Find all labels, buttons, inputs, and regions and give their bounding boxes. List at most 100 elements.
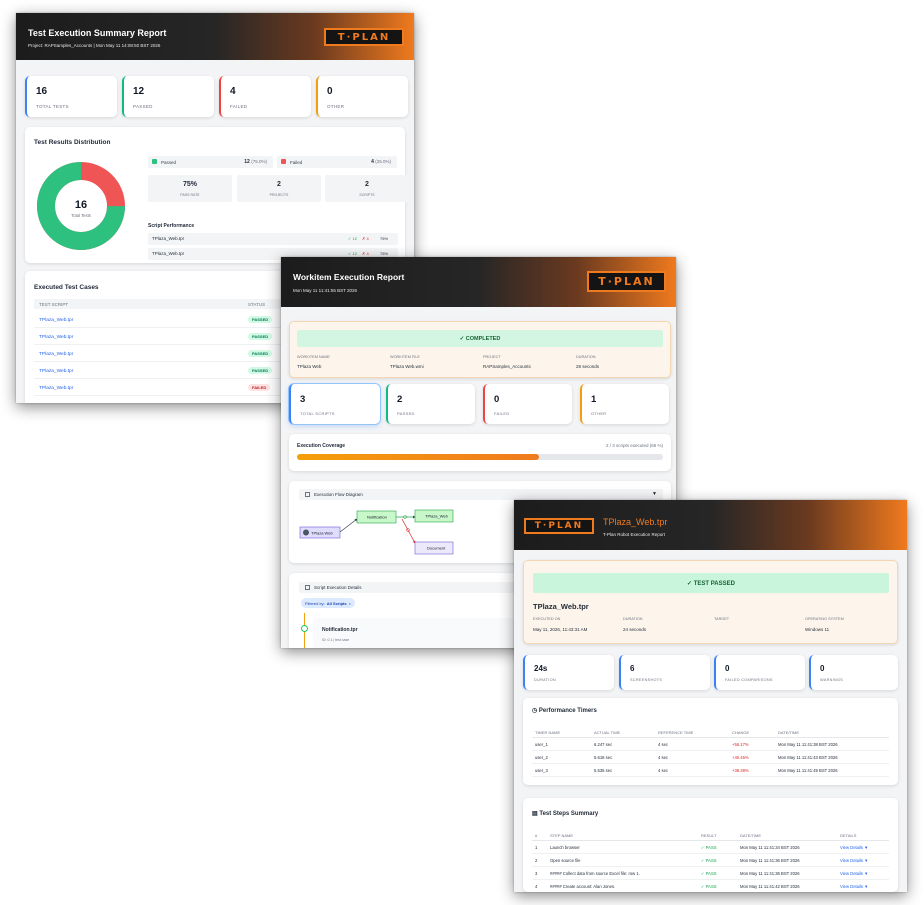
robot-report-window: T·PLAN TPlaza_Web.tpr T-Plan Robot Execu… <box>514 500 907 892</box>
filter-chip[interactable]: Filtered by: All Scripts × <box>301 598 355 608</box>
passed-count: 12 <box>244 159 250 165</box>
metric-value: 2 <box>365 181 369 188</box>
meta-label: DURATION <box>576 355 596 359</box>
view-details-link[interactable]: View Details ▼ <box>840 884 869 889</box>
script-details-header[interactable]: Script Execution Details <box>299 582 663 593</box>
test-script-link[interactable]: TPlaza_Web.tpr <box>39 369 74 374</box>
stat-card-warnings: 0 WARNINGS <box>809 655 898 690</box>
step-result: ✓ PASS <box>701 871 717 876</box>
steps-heading-text: Test Steps Summary <box>539 811 599 817</box>
flow-node-tplaza-web: TPlaza_Web <box>414 509 454 523</box>
test-case-row[interactable]: TPlaza_Web.tpr PASSED <box>34 312 414 328</box>
test-script-link[interactable]: TPlaza_Web.tpr <box>39 318 74 323</box>
test-script-link[interactable]: TPlaza_Web.tpr <box>39 335 74 340</box>
actual-time: 6.247 sec <box>594 742 613 747</box>
stat-value: 1 <box>591 394 597 405</box>
table-row: 3 ##### Collect data from source Excel fi… <box>532 867 889 880</box>
meta-label: EXECUTED ON <box>533 617 561 621</box>
stat-card-total-scripts: 3 TOTAL SCRIPTS <box>289 384 380 424</box>
meta-value: May 11, 2026, 11:43:31 AM <box>533 627 588 632</box>
stat-value: 12 <box>133 86 145 97</box>
step-result: ✓ PASS <box>701 845 717 850</box>
flow-node-doc-label: Document <box>427 546 446 551</box>
test-cases-header-row: TEST SCRIPT STATUS <box>34 299 414 309</box>
filter-value: All Scripts <box>326 600 347 606</box>
perf-pct: 75% <box>380 251 389 256</box>
column-header: # <box>535 833 538 838</box>
summary-report-window: Test Execution Summary Report Project: R… <box>16 13 414 403</box>
test-case-row[interactable]: TPlaza_Web.tpr PASSED <box>34 363 414 379</box>
distribution-heading: Test Results Distribution <box>34 139 111 146</box>
perf-fail-count: ✗ 4 <box>362 251 369 256</box>
passed-swatch <box>152 159 157 164</box>
table-row: user_1 6.247 sec 4 sec +56.17% Mon May 11 11… <box>532 738 889 751</box>
stat-card-passed: 12 PASSED <box>122 76 214 117</box>
failed-count: 4 <box>371 159 374 165</box>
close-icon[interactable]: × <box>348 600 351 606</box>
col-status: STATUS <box>248 302 266 307</box>
test-case-row[interactable]: TPlaza_Web.tpr FAILED <box>34 380 414 396</box>
stat-card-total-tests: 16 TOTAL TESTS <box>25 76 117 117</box>
tplan-logo: T·PLAN <box>524 518 594 534</box>
stat-label: TOTAL TESTS <box>36 104 69 109</box>
meta-label: WORKITEM FILE <box>390 355 420 359</box>
diagram-icon <box>305 492 310 497</box>
test-script-link[interactable]: TPlaza_Web.tpr <box>39 386 74 391</box>
col-test-script: TEST SCRIPT <box>39 302 69 307</box>
reference-time: 4 sec <box>658 742 669 747</box>
status-badge: FAILED <box>248 384 271 391</box>
donut-total: 16 <box>75 199 87 211</box>
page-subtitle: Project: RAPSamples_Accounts | Mon May 1… <box>28 43 161 48</box>
stat-value: 24s <box>534 664 548 673</box>
meta-value: RAPSamples_Accounts <box>483 364 531 369</box>
stat-card-duration: 24s DURATION <box>523 655 614 690</box>
clipboard-icon: ▤ <box>532 811 538 817</box>
coverage-progress-fill <box>297 454 539 460</box>
stat-label: FAILED <box>494 411 510 416</box>
stat-value: 0 <box>494 394 500 405</box>
perf-pass-count: ✓ 12 <box>348 251 357 256</box>
stat-label: OTHER <box>327 104 345 109</box>
metric-value: 75% <box>182 181 197 188</box>
legend-failed: Failed 4 (25.0%) <box>277 156 397 168</box>
column-header: DATE/TIME <box>740 833 762 838</box>
coverage-label: Execution Coverage <box>297 443 346 449</box>
test-case-row[interactable]: TPlaza_Web.tpr PASSED <box>34 329 414 345</box>
stat-card-screenshots: 6 SCREENSHOTS <box>619 655 710 690</box>
step-number: 4 <box>535 884 538 889</box>
view-details-link[interactable]: View Details ▼ <box>840 871 869 876</box>
coverage-progress-track <box>297 454 663 460</box>
distribution-card: Test Results Distribution 16 Total Tests… <box>25 127 409 263</box>
tplan-logo: T·PLAN <box>324 28 404 46</box>
stat-value: 4 <box>230 86 236 97</box>
status-badge: PASSED <box>248 316 273 323</box>
change-value: +56.17% <box>732 742 749 747</box>
test-case-row[interactable]: TPlaza_Web.tpr PASSED <box>34 346 414 362</box>
metric-projects: 2 PROJECTS <box>237 175 321 202</box>
step-name: Launch browser <box>550 845 580 850</box>
stat-card-passed: 2 PASSED <box>386 384 475 424</box>
flow-header[interactable]: Execution Flow Diagram ▼ <box>299 489 663 500</box>
reference-time: 4 sec <box>658 755 669 760</box>
view-details-link[interactable]: View Details ▼ <box>840 845 869 850</box>
stat-value: 3 <box>300 394 306 405</box>
timer-datetime: Mon May 11 11:41:38 BST 2026 <box>778 742 838 747</box>
table-row: 2 Open source file ✓ PASS Mon May 11 11:41:… <box>532 854 889 867</box>
meta-value: 28 seconds <box>576 364 600 369</box>
perf-fail-count: ✗ 4 <box>362 236 369 241</box>
steps-card: ▤ Test Steps Summary # STEP NAME RESULT DAT… <box>523 798 898 892</box>
table-row: 1 Launch browser ✓ PASS Mon May 11 11:41:34… <box>532 841 889 854</box>
legend-passed-label: Passed <box>161 160 177 165</box>
steps-heading: ▤ Test Steps Summary <box>532 810 598 817</box>
robot-status-card: ✓ TEST PASSED TPlaza_Web.tpr EXECUTED ON… <box>523 560 898 644</box>
list-icon <box>305 585 310 590</box>
view-details-link[interactable]: View Details ▼ <box>840 858 869 863</box>
script-item-name: Notification.tpr <box>322 627 358 633</box>
step-name: ##### Collect data from source Excel fil… <box>550 871 640 876</box>
meta-label: PROJECT <box>483 355 501 359</box>
test-script-link[interactable]: TPlaza_Web.tpr <box>39 352 74 357</box>
workitem-subtitle: Mon May 11 11:41:55 BST 2026 <box>293 288 358 293</box>
timer-name: user_2 <box>535 755 548 760</box>
timers-card: ◷ Performance Timers TIMER NAME ACTUAL TI… <box>523 698 898 785</box>
metric-label: PROJECTS <box>269 193 289 197</box>
